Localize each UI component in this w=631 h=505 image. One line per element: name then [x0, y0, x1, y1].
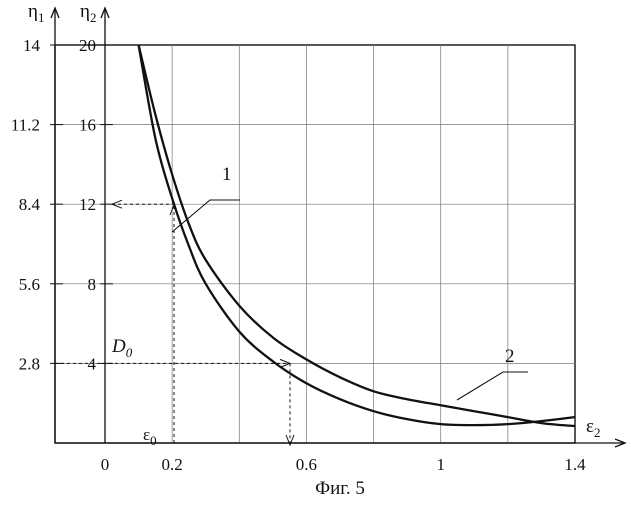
eta2-tick-label: 8: [88, 275, 97, 294]
eta1-axis-title: η1: [28, 1, 44, 25]
series-line-2: [139, 45, 575, 425]
eta2-tick-label: 20: [79, 36, 96, 55]
series-label-2: 2: [505, 346, 515, 367]
eta2-axis-title: η2: [80, 1, 96, 25]
eta1-tick-label: 14: [23, 36, 41, 55]
x-tick-label: 0: [101, 455, 110, 474]
series-group: [139, 45, 575, 426]
plot-frame: [55, 45, 575, 443]
axes: η1η2ε22.85.68.411.2144812162000.20.611.4: [11, 1, 625, 474]
eta1-tick-label: 11.2: [11, 116, 40, 135]
x-axis-title: ε2: [586, 416, 600, 440]
series-line-1: [139, 45, 575, 426]
eta1-tick-label: 2.8: [19, 354, 40, 373]
x-tick-label: 0.2: [162, 455, 183, 474]
grid: [55, 45, 575, 443]
eta1-tick-label: 5.6: [19, 275, 40, 294]
eta2-tick-label: 12: [79, 195, 96, 214]
annotations: 12D0ε0Фиг. 5: [55, 164, 528, 499]
figure-caption: Фиг. 5: [315, 478, 365, 499]
epsilon0-label: ε0: [143, 425, 157, 448]
series-label-1: 1: [222, 164, 232, 185]
eta2-tick-label: 16: [79, 116, 96, 135]
point-label-d0: D0: [111, 336, 133, 360]
x-tick-label: 1.4: [564, 455, 586, 474]
eta1-tick-label: 8.4: [19, 195, 41, 214]
x-tick-label: 1: [436, 455, 445, 474]
x-tick-label: 0.6: [296, 455, 317, 474]
series-label-2-leader: [457, 372, 528, 400]
